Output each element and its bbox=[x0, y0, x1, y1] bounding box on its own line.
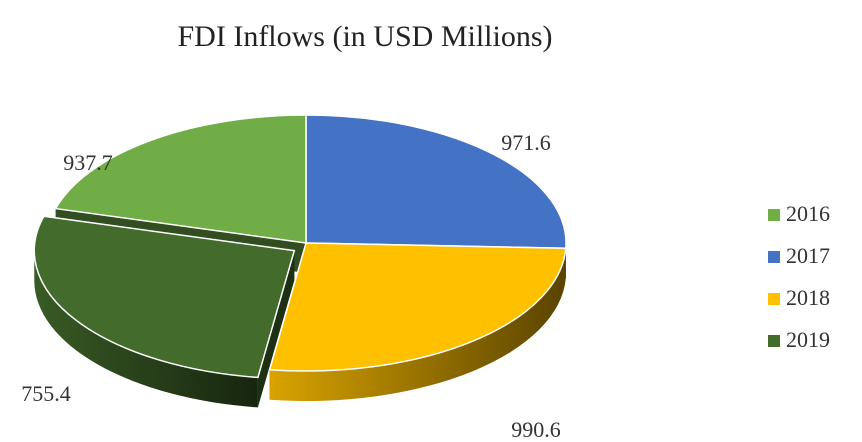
slice-side-2019 bbox=[34, 250, 258, 408]
legend: 2016 2017 2018 2019 bbox=[768, 201, 830, 352]
data-label-2017: 937.7 bbox=[63, 150, 113, 175]
slice-side-2019-wall-0 bbox=[257, 250, 295, 408]
legend-swatch-2019 bbox=[768, 335, 780, 347]
slice-2017 bbox=[305, 114, 567, 250]
legend-label-2019: 2019 bbox=[786, 327, 830, 352]
legend-label-2017: 2017 bbox=[786, 243, 830, 268]
legend-swatch-2018 bbox=[768, 293, 780, 305]
slice-2019 bbox=[33, 215, 296, 379]
data-label-2018: 971.6 bbox=[501, 130, 551, 155]
data-label-2019: 990.6 bbox=[511, 417, 561, 442]
chart-title: FDI Inflows (in USD Millions) bbox=[177, 20, 552, 53]
legend-label-2016: 2016 bbox=[786, 201, 830, 226]
data-label-2016: 755.4 bbox=[21, 381, 71, 406]
legend-label-2018: 2018 bbox=[786, 285, 830, 310]
pie-slices bbox=[33, 114, 567, 379]
data-labels: 937.7 971.6 990.6 755.4 bbox=[21, 130, 561, 442]
slice-2018 bbox=[268, 242, 567, 372]
legend-swatch-2017 bbox=[768, 251, 780, 263]
legend-swatch-2016 bbox=[768, 209, 780, 221]
slice-2016 bbox=[54, 114, 307, 244]
